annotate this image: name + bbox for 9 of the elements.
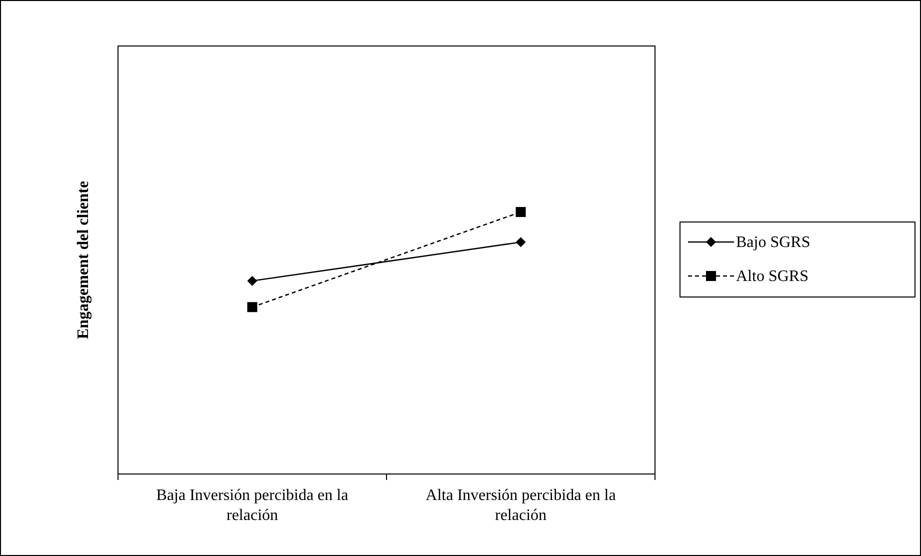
point [247,276,258,286]
legend-label: Alto SGRS [736,268,808,285]
point [516,207,526,217]
point [247,302,258,312]
y-axis-title: Engagement del cliente [75,180,92,340]
legend-label: Bajo SGRS [736,234,810,251]
x-tick-label: Alta Inversión percibida en la relación [426,487,616,524]
point [516,237,526,248]
x-tick-label: Baja Inversión percibida en la relación [156,487,348,524]
